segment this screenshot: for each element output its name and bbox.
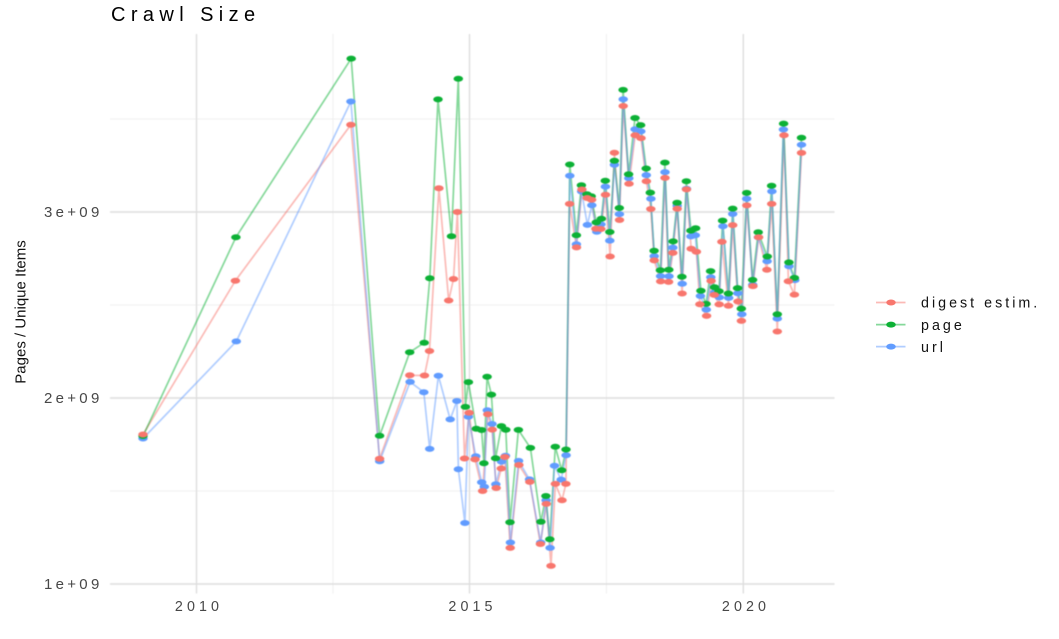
svg-text:2010: 2010 — [175, 599, 223, 615]
svg-text:url: url — [921, 340, 946, 356]
svg-text:2e+09: 2e+09 — [44, 390, 103, 407]
svg-text:2015: 2015 — [448, 599, 496, 615]
svg-text:2020: 2020 — [722, 599, 770, 615]
svg-text:digest estim.: digest estim. — [921, 296, 1040, 312]
svg-text:Crawl Size: Crawl Size — [111, 4, 261, 26]
svg-text:page: page — [921, 318, 965, 334]
svg-text:3e+09: 3e+09 — [44, 204, 103, 221]
svg-text:Pages / Unique Items: Pages / Unique Items — [13, 240, 30, 383]
svg-text:1e+09: 1e+09 — [44, 576, 103, 593]
